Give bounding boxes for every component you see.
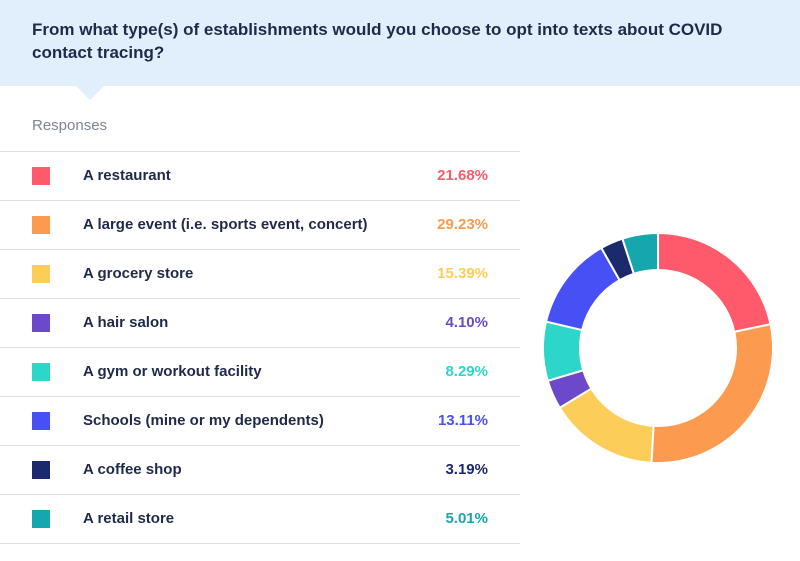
response-row: A retail store 5.01% [0, 495, 520, 544]
response-row: A restaurant 21.68% [0, 152, 520, 201]
question-banner: From what type(s) of establishments woul… [0, 0, 800, 86]
response-row: A gym or workout facility 8.29% [0, 348, 520, 397]
color-swatch [32, 265, 50, 283]
response-percent: 15.39% [437, 265, 488, 282]
color-swatch [32, 167, 50, 185]
response-row: Schools (mine or my dependents) 13.11% [0, 397, 520, 446]
donut-slice [621, 231, 659, 276]
color-swatch [32, 314, 50, 332]
response-percent: 29.23% [437, 216, 488, 233]
response-label: A large event (i.e. sports event, concer… [83, 216, 368, 233]
response-row: A hair salon 4.10% [0, 299, 520, 348]
color-swatch [32, 412, 50, 430]
response-percent: 21.68% [437, 167, 488, 184]
response-row: A coffee shop 3.19% [0, 446, 520, 495]
response-row: A grocery store 15.39% [0, 250, 520, 299]
donut-slice [542, 320, 585, 383]
question-title: From what type(s) of establishments woul… [32, 20, 723, 62]
color-swatch [32, 461, 50, 479]
response-percent: 4.10% [445, 314, 488, 331]
color-swatch [32, 510, 50, 528]
response-percent: 3.19% [445, 461, 488, 478]
donut-slice [657, 231, 772, 334]
response-label: Schools (mine or my dependents) [83, 412, 324, 429]
response-label: A retail store [83, 510, 175, 527]
responses-table: A restaurant 21.68% A large event (i.e. … [0, 151, 520, 544]
response-percent: 5.01% [445, 510, 488, 527]
response-percent: 13.11% [437, 412, 488, 429]
response-label: A hair salon [83, 314, 169, 331]
donut-chart [542, 231, 774, 464]
response-label: A coffee shop [83, 461, 182, 478]
color-swatch [32, 216, 50, 234]
color-swatch [32, 363, 50, 381]
response-percent: 8.29% [445, 363, 488, 380]
response-label: A restaurant [83, 167, 171, 184]
responses-heading: Responses [32, 117, 108, 134]
response-label: A gym or workout facility [83, 363, 262, 380]
banner-pointer [76, 86, 104, 100]
response-label: A grocery store [83, 265, 194, 282]
response-row: A large event (i.e. sports event, concer… [0, 201, 520, 250]
donut-slice [650, 322, 774, 464]
